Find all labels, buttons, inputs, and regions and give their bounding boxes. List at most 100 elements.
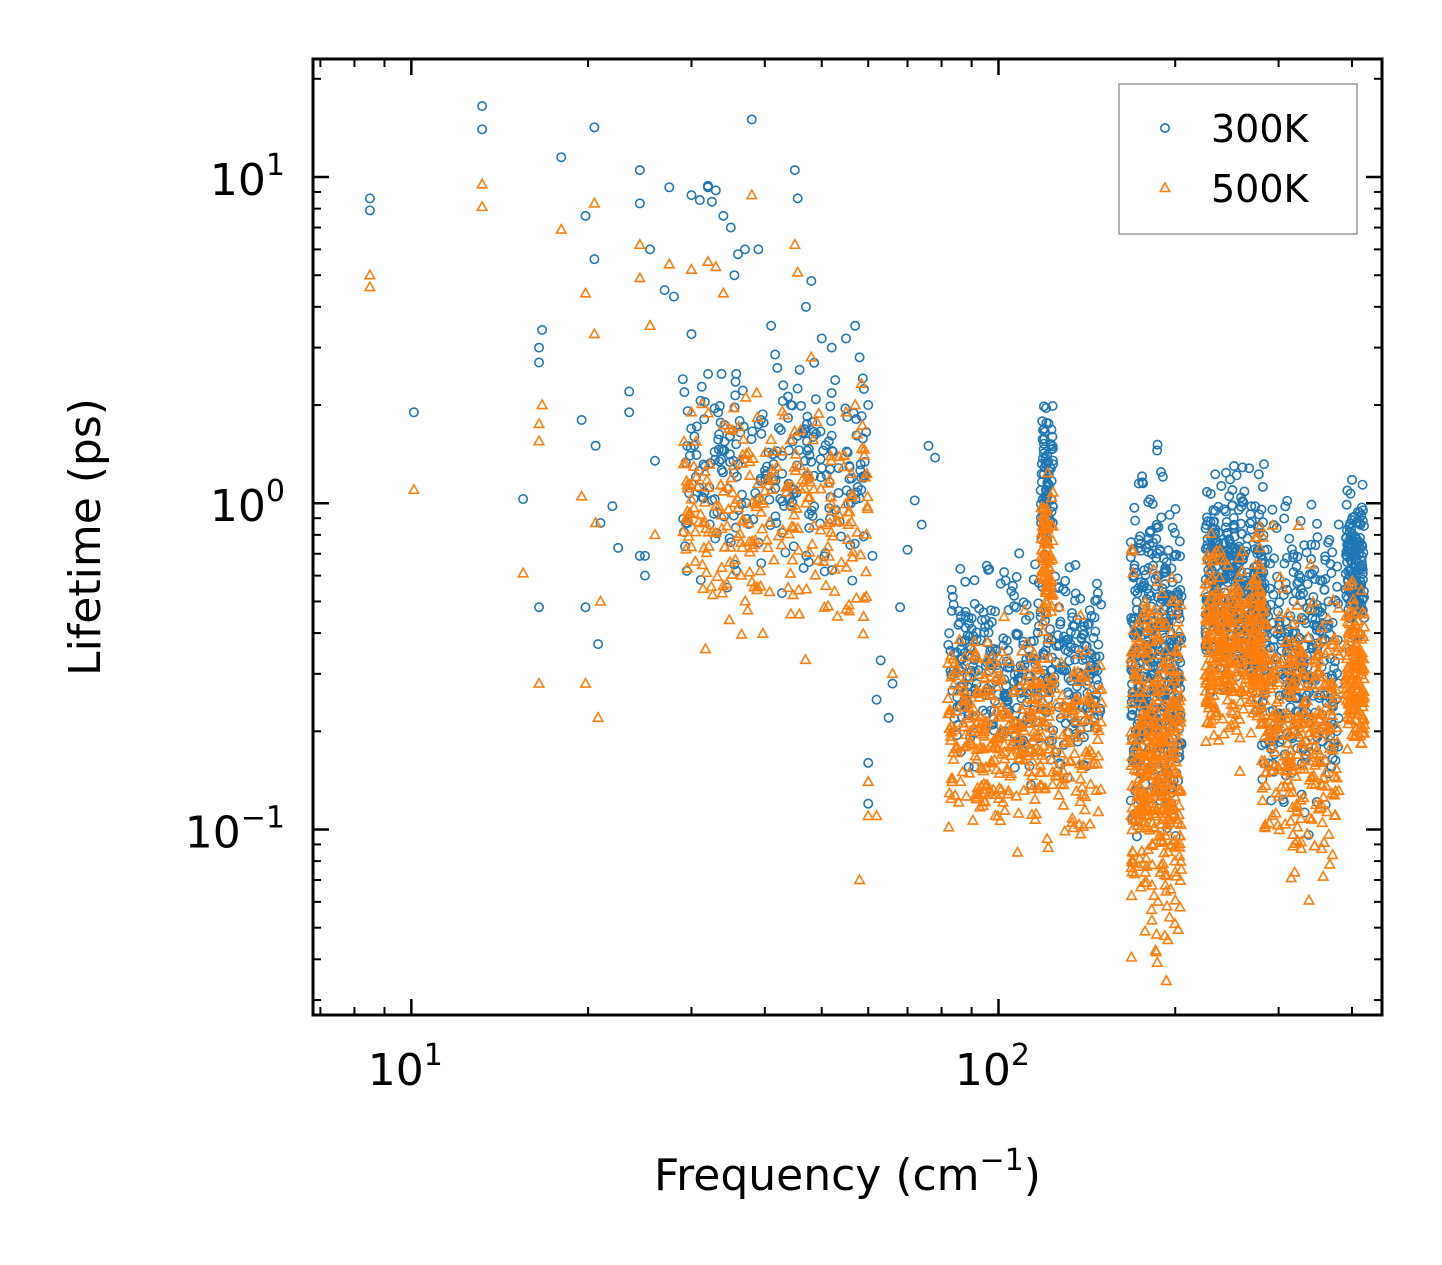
data-point [1230,589,1243,601]
data-point [978,607,989,618]
data-point [1272,622,1285,634]
data-point [1158,868,1171,880]
data-point [1094,659,1107,670]
data-point [986,616,997,627]
data-point [686,329,697,340]
data-point [1218,593,1231,605]
data-point [725,471,738,483]
data-point [716,586,729,598]
data-point [1071,691,1084,703]
data-point [1074,827,1087,839]
data-point [887,678,898,689]
data-point [1049,697,1063,709]
data-point [949,788,962,800]
data-point [862,809,875,821]
data-point [729,559,740,570]
data-point [1058,824,1071,836]
data-point [1333,713,1344,724]
data-point [1319,584,1330,595]
data-point [1249,571,1263,583]
data-point [1018,603,1031,615]
data-point [1134,684,1147,696]
data-point [1127,813,1140,825]
data-point [909,495,920,506]
data-point [691,449,702,460]
data-point [807,433,820,445]
data-point [1285,871,1298,883]
data-point [1249,606,1262,618]
data-point [1150,802,1163,814]
data-point [700,473,714,485]
data-point [1151,894,1164,906]
data-point [809,357,820,368]
data-point [1055,619,1066,630]
data-point [950,684,963,696]
data-point [1263,816,1276,828]
x-tick-label: 101 [368,1038,443,1096]
legend-box [1118,83,1358,235]
data-point [942,820,955,832]
data-point [1350,654,1363,666]
data-point [1046,728,1059,740]
data-point [1314,797,1328,808]
data-point [1258,459,1269,470]
data-point [633,238,646,250]
data-point [690,470,703,482]
data-point [1311,625,1322,636]
data-point [703,369,714,380]
data-point [1057,798,1070,810]
data-point [726,486,739,498]
data-point [820,518,834,530]
data-point [1352,655,1365,667]
data-point [946,771,959,783]
data-point [1170,687,1183,699]
legend-entry-500k: 500K [1158,167,1310,211]
data-point [1168,917,1182,929]
data-point [980,622,991,633]
data-point [855,441,868,453]
data-point [1317,836,1331,847]
data-point [969,788,982,800]
data-point [1297,666,1310,678]
data-point [1162,763,1176,775]
data-point [944,733,957,745]
data-point [1012,743,1025,755]
data-point [588,327,601,339]
data-point [1005,737,1018,749]
data-point [1262,658,1275,670]
data-point [1070,714,1083,726]
data-point [943,639,954,650]
data-point [946,584,957,595]
data-point [1233,551,1246,563]
data-point [1160,713,1173,725]
data-point [823,436,834,447]
data-point [1132,616,1145,628]
data-point [639,570,650,581]
data-point [1046,534,1059,546]
data-point [1347,474,1358,485]
data-point [1264,583,1275,594]
data-point [1354,729,1367,741]
data-point [970,752,983,764]
data-point [685,492,698,504]
data-point [1329,808,1342,820]
data-point [1126,612,1137,623]
data-point [1157,846,1170,858]
data-point [681,481,694,493]
data-point [1316,816,1329,828]
data-point [1069,693,1082,705]
data-point [826,342,837,353]
data-point [930,452,941,463]
data-point [1322,730,1336,742]
data-point [1241,619,1254,631]
data-point [732,501,745,513]
data-point [784,433,797,445]
data-point [1225,587,1238,599]
data-point [1079,745,1093,757]
data-point [1258,754,1271,766]
data-point [1010,789,1023,801]
data-point [1221,693,1234,705]
data-point [1151,633,1165,645]
data-point [476,177,489,189]
data-point [1229,520,1240,531]
